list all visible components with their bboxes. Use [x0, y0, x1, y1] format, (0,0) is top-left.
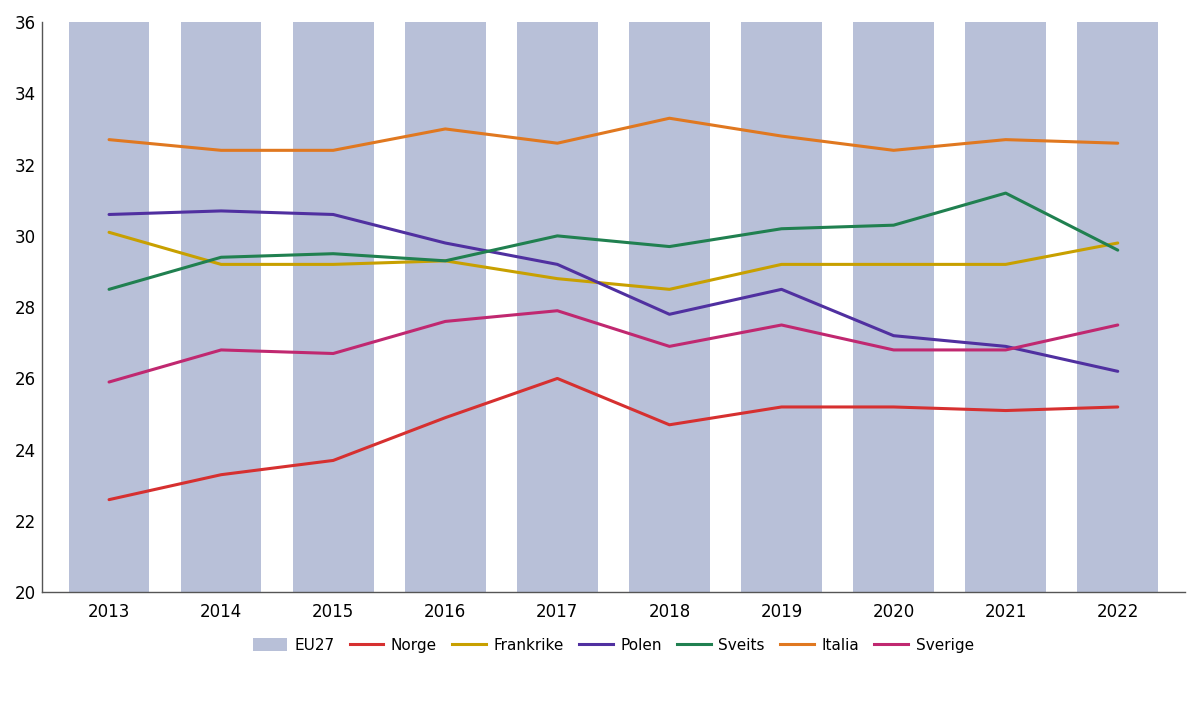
Bar: [181, 22, 262, 593]
Bar: [404, 22, 486, 593]
Bar: [293, 22, 373, 593]
Bar: [1078, 22, 1158, 593]
Bar: [68, 22, 150, 593]
Bar: [742, 22, 822, 593]
Legend: EU27, Norge, Frankrike, Polen, Sveits, Italia, Sverige: EU27, Norge, Frankrike, Polen, Sveits, I…: [247, 632, 980, 659]
Bar: [517, 22, 598, 593]
Bar: [853, 22, 934, 593]
Bar: [965, 22, 1046, 593]
Bar: [629, 22, 709, 593]
